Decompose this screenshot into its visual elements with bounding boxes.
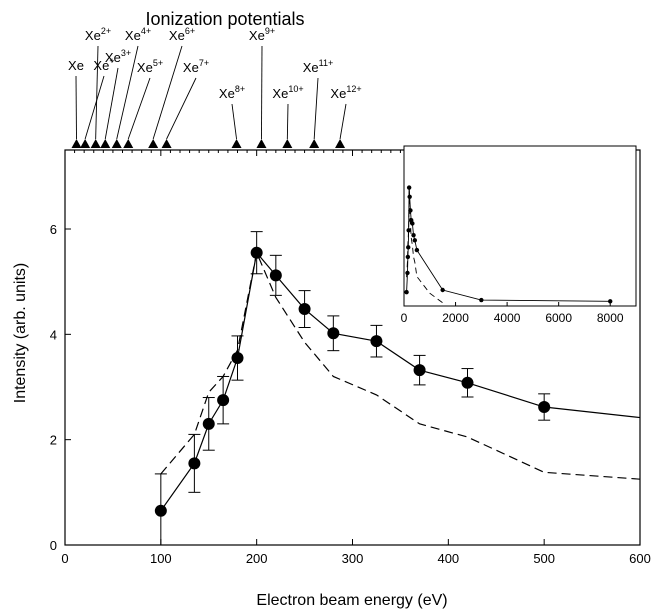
- inset-data-point: [411, 232, 416, 238]
- ion-marker: [161, 139, 172, 148]
- data-point: [231, 352, 244, 365]
- data-point: [298, 303, 311, 316]
- ion-leader: [116, 45, 139, 140]
- ion-marker: [256, 139, 267, 148]
- inset-x-tick-label: 2000: [442, 311, 469, 325]
- y-tick-label: 4: [50, 327, 57, 342]
- ion-label: Xe12+: [330, 84, 361, 101]
- inset-solid-line: [406, 187, 611, 302]
- inset-data-point: [406, 185, 412, 190]
- dashed-series-line: [160, 250, 641, 480]
- inset-frame: [403, 145, 637, 307]
- data-point: [269, 269, 282, 282]
- data-point: [538, 401, 551, 414]
- ion-leader: [261, 45, 263, 140]
- ion-label: Xe: [68, 58, 84, 73]
- x-tick-label: 500: [533, 551, 555, 566]
- inset-data-point: [407, 194, 412, 199]
- data-point: [202, 417, 215, 430]
- y-tick-label: 0: [50, 538, 57, 553]
- data-point: [327, 327, 340, 340]
- inset-data-point: [608, 299, 613, 304]
- ion-marker: [111, 139, 122, 148]
- ion-marker: [123, 139, 134, 148]
- y-axis-title: Intensity (arb. units): [12, 263, 29, 404]
- x-tick-label: 100: [150, 551, 172, 566]
- ion-label: Xe3+: [105, 48, 131, 65]
- ion-label: Xe10+: [272, 84, 303, 101]
- ion-marker: [282, 139, 293, 148]
- ion-leader: [84, 75, 105, 140]
- data-point: [154, 504, 167, 517]
- inset-data-point: [412, 238, 418, 243]
- ion-label: Xe2+: [85, 26, 111, 43]
- ion-marker: [231, 139, 242, 148]
- ion-label: Xe9+: [249, 26, 275, 43]
- ion-leader: [166, 77, 197, 140]
- ion-marker: [100, 139, 111, 148]
- data-point: [370, 335, 383, 348]
- ion-label: Xe11+: [303, 58, 334, 75]
- ion-marker: [148, 139, 159, 148]
- x-tick-label: 400: [437, 551, 459, 566]
- x-tick-label: 200: [246, 551, 268, 566]
- ion-leader: [152, 45, 183, 140]
- ion-label: Xe6+: [169, 26, 195, 43]
- ion-marker: [71, 139, 82, 148]
- data-point: [217, 394, 230, 407]
- inset-x-tick-label: 8000: [597, 311, 624, 325]
- inset-data-point: [406, 245, 411, 250]
- ion-leader: [95, 45, 99, 140]
- ion-label: Xe5+: [137, 58, 163, 75]
- ion-marker: [90, 139, 101, 148]
- ion-marker: [309, 139, 320, 148]
- inset-x-tick-label: 0: [401, 311, 408, 325]
- y-tick-label: 2: [50, 433, 57, 448]
- data-point: [188, 457, 201, 470]
- inset-data-point: [406, 228, 411, 233]
- x-axis-title: Electron beam energy (eV): [256, 592, 447, 609]
- inset-data-point: [414, 247, 420, 253]
- inset-data-point: [405, 254, 411, 260]
- x-tick-label: 600: [629, 551, 651, 566]
- inset-data-point: [479, 297, 484, 303]
- y-tick-label: 6: [50, 222, 57, 237]
- ionization-title: Ionization potentials: [145, 9, 304, 29]
- x-tick-label: 300: [342, 551, 364, 566]
- ion-leader: [313, 77, 319, 140]
- ion-label: Xe8+: [219, 84, 245, 101]
- ion-leader: [75, 75, 77, 140]
- inset-data-point: [405, 270, 410, 276]
- ion-leader: [286, 103, 289, 140]
- ion-leader: [127, 77, 151, 140]
- data-point: [461, 376, 474, 389]
- ion-label: Xe4+: [125, 26, 151, 43]
- x-tick-label: 0: [61, 551, 68, 566]
- ion-leader: [231, 103, 237, 140]
- inset-data-point: [440, 287, 445, 293]
- inset-x-tick-label: 4000: [494, 311, 521, 325]
- ion-marker: [335, 139, 346, 148]
- data-point: [250, 246, 263, 259]
- inset-data-point: [408, 208, 413, 213]
- data-point: [413, 364, 426, 377]
- ion-marker: [80, 139, 91, 148]
- inset-x-tick-label: 6000: [545, 311, 572, 325]
- inset-data-point: [404, 289, 409, 295]
- ion-leader: [339, 103, 347, 140]
- ion-leader: [104, 67, 119, 140]
- ion-label: Xe7+: [183, 58, 209, 75]
- inset-data-point: [410, 221, 415, 226]
